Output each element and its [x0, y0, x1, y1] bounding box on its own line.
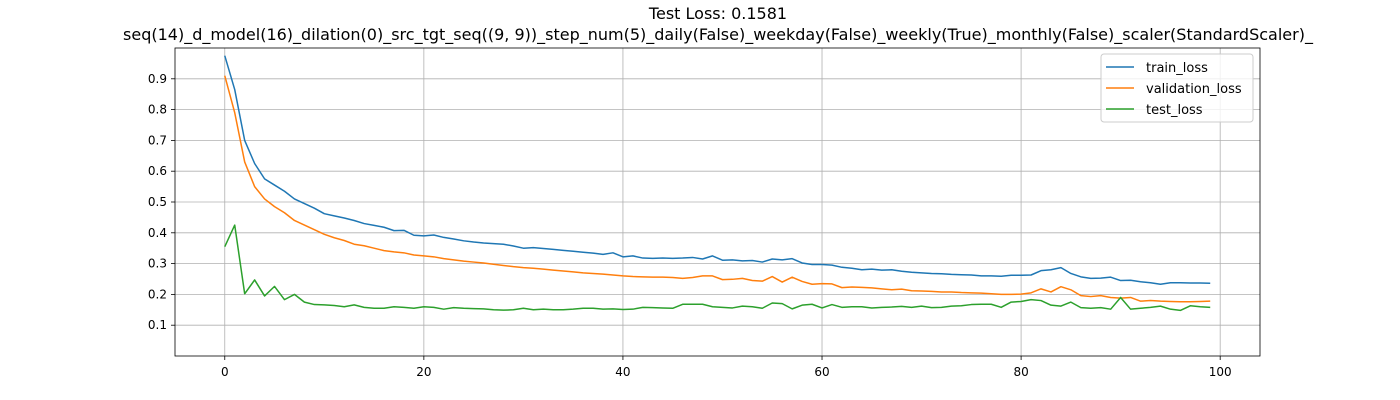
y-tick-label: 0.5 [148, 195, 167, 209]
legend-label-test-loss: test_loss [1146, 103, 1203, 118]
y-tick-label: 0.3 [148, 257, 167, 271]
y-tick-label: 0.9 [148, 72, 167, 86]
y-tick-label: 0.6 [148, 164, 167, 178]
x-tick-label: 0 [221, 365, 229, 379]
x-tick-label: 60 [814, 365, 829, 379]
x-tick-label: 80 [1013, 365, 1028, 379]
legend-label-train-loss: train_loss [1146, 61, 1208, 76]
y-tick-label: 0.1 [148, 318, 167, 332]
x-tick-label: 40 [615, 365, 630, 379]
chart-subtitle: seq(14)_d_model(16)_dilation(0)_src_tgt_… [123, 25, 1314, 45]
legend-box [1100, 53, 1254, 123]
x-tick-label: 100 [1209, 365, 1232, 379]
legend-label-validation-loss: validation_loss [1146, 82, 1242, 97]
y-tick-label: 0.2 [148, 287, 167, 301]
axis-ticks: 0 20 40 60 80 100 0.1 0.2 0.3 0.4 0.5 0.6 0.7 0.8 0.9 [148, 72, 1232, 379]
x-tick-label: 20 [416, 365, 431, 379]
grid [175, 48, 1260, 356]
chart-title: Test Loss: 0.1581 [648, 4, 787, 23]
y-tick-label: 0.4 [148, 226, 167, 240]
y-tick-label: 0.8 [148, 103, 167, 117]
series-line-train-loss [224, 55, 1211, 285]
series-line-validation-loss [224, 75, 1211, 303]
series-line-test-loss [224, 224, 1211, 312]
y-tick-label: 0.7 [148, 133, 167, 147]
series-lines [224, 55, 1211, 312]
legend: train_loss validation_loss test_loss [1100, 53, 1254, 123]
